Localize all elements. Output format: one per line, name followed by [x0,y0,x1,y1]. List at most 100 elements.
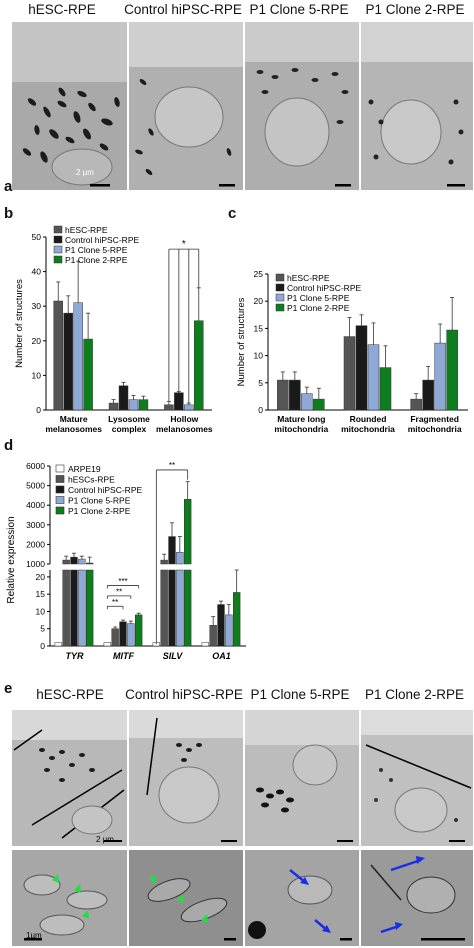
bar [111,628,119,647]
bar-lower-segment [184,569,192,647]
x-tick-label: Rounded [350,414,387,424]
y-axis-label: Number of structures [236,297,247,386]
panel-label-e: e [4,680,13,697]
bar [343,336,356,411]
legend-swatch [275,273,285,282]
bar [194,320,204,411]
y-tick-label: 15 [254,323,264,333]
legend-label: P1 Clone 5-RPE [65,245,128,255]
significance-mark: ** [116,587,122,596]
bar [355,325,368,411]
bar [119,621,127,647]
x-tick-label: mitochondria [408,424,462,434]
y-tick-label: 50 [32,232,42,242]
em-image-clone5-e-bottom [245,850,359,946]
legend-label: P1 Clone 5-RPE [287,293,350,303]
bar [135,614,143,647]
bar-lower-segment [86,569,94,647]
legend-swatch [55,506,65,515]
y-tick-label: 10 [254,351,264,361]
legend-swatch [275,283,285,292]
bar-lower-segment [176,569,184,647]
legend-swatch [53,235,63,244]
bar-lower-segment [168,569,176,647]
bar-lower-segment [78,569,86,647]
x-tick-label: Lysosome [108,414,150,424]
panel-e-col-title-1: hESC-RPE [36,687,104,702]
bar [103,642,111,647]
bar-upper-segment [86,562,94,565]
chart-c: 0 5 10 15 20 25 Number of structures Mature lon… [236,269,468,434]
panel-a-scale-label: 2 µm [76,168,94,177]
legend-label: P1 Clone 2-RPE [65,255,128,265]
x-tick-label: MITF [113,651,134,661]
bar-upper-segment [184,499,192,565]
y-tick-label: 1000 [26,559,45,569]
legend-label: hESC-RPE [65,225,108,235]
legend-swatch [53,245,63,254]
bar [379,367,392,411]
legend-swatch [53,225,63,234]
significance-mark: *** [118,577,127,586]
bar [184,404,194,411]
bar-lower-segment [62,569,70,647]
panel-a-col-title-1: hESC-RPE [28,2,96,17]
bar-lower-segment [160,569,168,647]
chart-d: 1000 2000 3000 4000 5000 6000 0 5 10 15 20 Relative… [6,461,246,661]
x-tick-label: Fragmented [410,414,459,424]
legend-label: hESC-RPE [287,273,330,283]
panel-label-a: a [4,178,13,195]
y-axis-label: Number of structures [14,279,25,368]
em-image-control-a [129,22,243,190]
y-axis-label: Relative expression [6,516,17,603]
legend-label: Control hiPSC-RPE [287,283,361,293]
legend-swatch [55,464,65,473]
bar [83,338,93,411]
y-tick-label: 0 [36,405,41,415]
em-image-control-e-top [129,710,243,846]
x-tick-label: Hollow [170,414,198,424]
x-tick-label: melanosomes [45,424,102,434]
y-tick-label: 0 [40,641,45,651]
bar [434,342,446,411]
legend-swatch [55,496,65,504]
y-tick-label: 2000 [26,539,45,549]
x-tick-label: SILV [163,651,184,661]
legend-swatch [55,485,65,494]
bar [128,399,139,411]
bar [138,399,149,411]
bar [367,344,380,411]
y-tick-label: 6000 [26,461,45,471]
y-tick-label: 5 [258,378,263,388]
significance-mark: ** [112,598,118,607]
bar [201,642,209,647]
panel-e-scale-top-label: 2 µm [96,835,114,844]
significance-mark: ** [169,461,175,470]
y-tick-label: 10 [36,606,46,616]
bar [209,625,217,647]
bar [118,385,129,411]
em-image-clone2-a [361,22,473,190]
bar [73,302,83,411]
panel-e-scale-bottom-label: 1µm [26,931,42,940]
x-tick-label: melanosomes [156,424,213,434]
legend-label: Control hiPSC-RPE [68,485,142,495]
bar [217,604,225,647]
em-image-hesc-e-top [12,710,127,846]
y-tick-label: 5000 [26,481,45,491]
bar [446,329,458,411]
bar [63,312,73,411]
panel-label-c: c [228,205,237,222]
bar [277,379,289,411]
panel-e-col-title-4: P1 Clone 2-RPE [364,687,465,702]
legend-swatch [275,293,285,302]
panel-a-col-title-4: P1 Clone 2-RPE [365,2,465,17]
panel-a-col-title-2: Control hiPSC-RPE [124,2,242,17]
panel-e-col-title-3: P1 Clone 5-RPE [250,687,350,702]
bar-lower-segment [70,569,78,647]
bar-upper-segment [176,551,184,565]
bar-upper-segment [70,556,78,565]
x-tick-label: TYR [66,651,85,661]
x-tick-label: mitochondria [341,424,395,434]
